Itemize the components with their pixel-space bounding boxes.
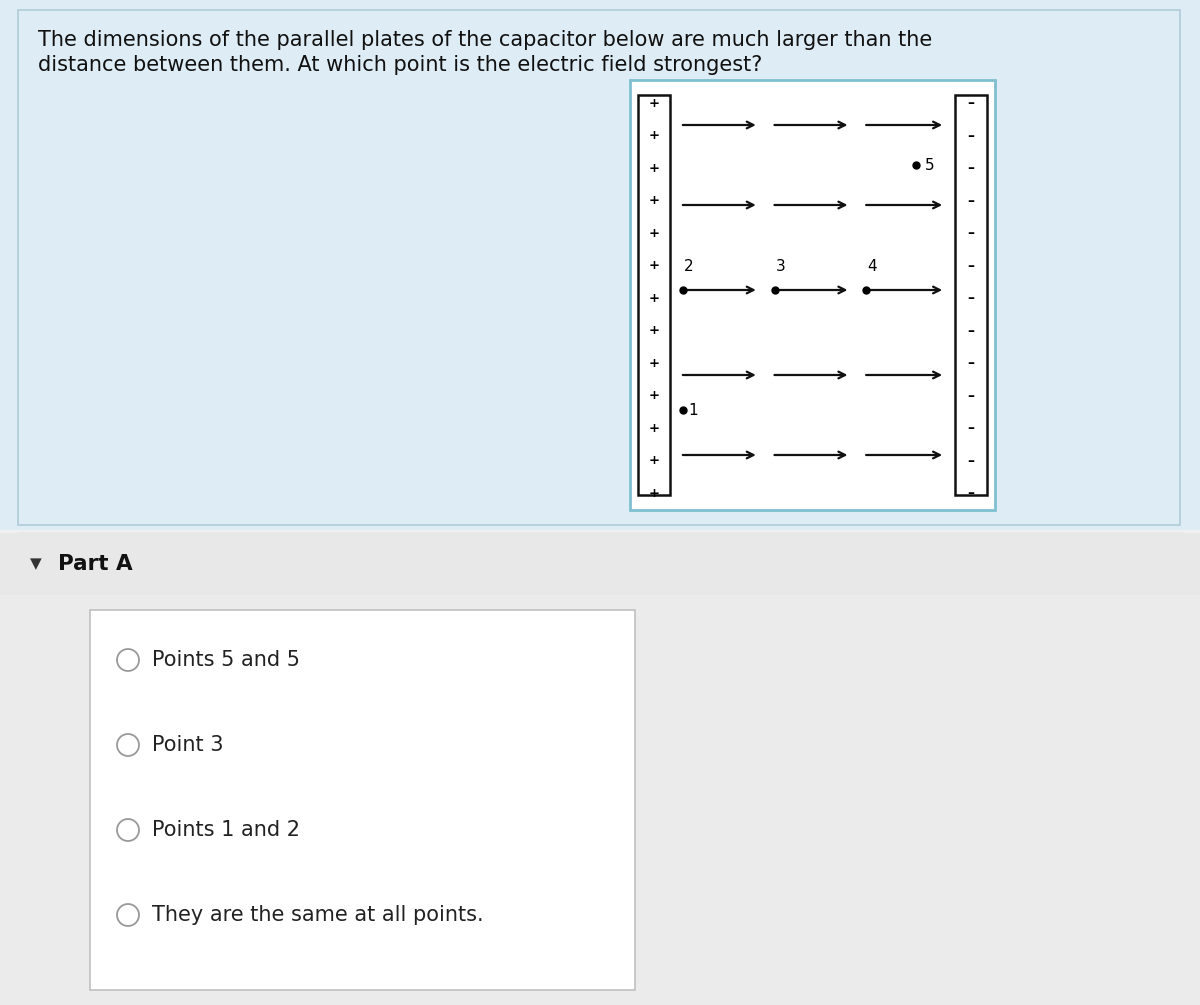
Text: 1: 1 bbox=[688, 402, 697, 417]
Text: +: + bbox=[648, 194, 660, 207]
Text: Points 1 and 2: Points 1 and 2 bbox=[152, 820, 300, 840]
Text: +: + bbox=[648, 259, 660, 272]
Bar bbox=[18, 10, 1180, 525]
Bar bbox=[0, 533, 1200, 1005]
Circle shape bbox=[118, 819, 139, 841]
Text: +: + bbox=[648, 129, 660, 142]
Text: +: + bbox=[648, 96, 660, 110]
Text: The dimensions of the parallel plates of the capacitor below are much larger tha: The dimensions of the parallel plates of… bbox=[38, 30, 932, 50]
Text: –: – bbox=[967, 258, 974, 272]
Bar bbox=[0, 0, 1200, 530]
Text: –: – bbox=[967, 486, 974, 500]
Text: ▼: ▼ bbox=[30, 557, 42, 572]
Text: –: – bbox=[967, 161, 974, 175]
Text: +: + bbox=[648, 454, 660, 467]
Circle shape bbox=[118, 734, 139, 756]
Text: +: + bbox=[648, 291, 660, 305]
Bar bbox=[0, 533, 1200, 595]
Text: –: – bbox=[967, 291, 974, 305]
Text: Points 5 and 5: Points 5 and 5 bbox=[152, 650, 300, 670]
Text: 4: 4 bbox=[868, 259, 877, 274]
Text: 2: 2 bbox=[684, 259, 694, 274]
Text: –: – bbox=[967, 226, 974, 240]
Text: –: – bbox=[967, 129, 974, 143]
Text: +: + bbox=[648, 357, 660, 370]
Text: +: + bbox=[648, 421, 660, 434]
Text: –: – bbox=[967, 194, 974, 207]
Text: –: – bbox=[967, 356, 974, 370]
Bar bbox=[638, 95, 670, 495]
Text: –: – bbox=[967, 96, 974, 110]
Text: –: – bbox=[967, 453, 974, 467]
Bar bbox=[955, 95, 986, 495]
Text: +: + bbox=[648, 162, 660, 175]
Text: +: + bbox=[648, 324, 660, 337]
Bar bbox=[90, 610, 635, 990]
Text: +: + bbox=[648, 389, 660, 402]
Text: Part A: Part A bbox=[58, 554, 133, 574]
Text: –: – bbox=[967, 389, 974, 402]
Circle shape bbox=[118, 649, 139, 671]
Text: 3: 3 bbox=[775, 259, 786, 274]
Text: –: – bbox=[967, 421, 974, 435]
Text: 5: 5 bbox=[924, 158, 934, 173]
Text: +: + bbox=[648, 486, 660, 499]
Text: –: – bbox=[967, 324, 974, 338]
Text: Point 3: Point 3 bbox=[152, 735, 223, 755]
Text: distance between them. At which point is the electric field strongest?: distance between them. At which point is… bbox=[38, 55, 762, 75]
Text: They are the same at all points.: They are the same at all points. bbox=[152, 904, 484, 925]
Text: +: + bbox=[648, 226, 660, 239]
Bar bbox=[630, 80, 995, 510]
Circle shape bbox=[118, 904, 139, 926]
